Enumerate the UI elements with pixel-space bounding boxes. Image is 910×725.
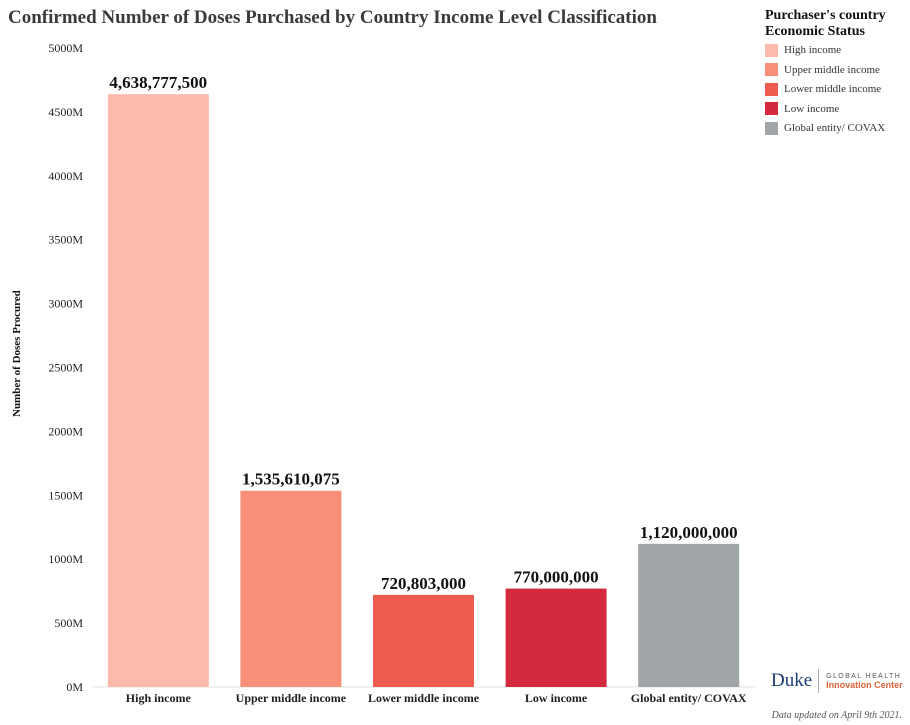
bar: [107, 94, 209, 687]
y-tick-label: 4000M: [48, 169, 83, 183]
y-tick-label: 3000M: [48, 297, 83, 311]
legend-item: Lower middle income: [765, 80, 905, 99]
legend-label: Low income: [784, 102, 840, 115]
legend-item: Low income: [765, 100, 905, 119]
bar: [373, 594, 474, 687]
x-tick-label: Upper middle income: [236, 691, 347, 705]
legend-item: Upper middle income: [765, 61, 905, 80]
x-tick-label: Lower middle income: [368, 691, 480, 705]
y-tick-label: 2000M: [48, 424, 83, 438]
logo-subtitle-line2: Innovation Center: [826, 679, 903, 690]
x-tick-label: High income: [126, 691, 192, 705]
bar-value-label: 1,535,610,075: [242, 470, 340, 489]
y-tick-label: 1500M: [48, 488, 83, 502]
legend-item: High income: [765, 41, 905, 60]
x-axis-ticks: High income Upper middle income Lower midd…: [126, 691, 747, 705]
legend-items: High income Upper middle income Lower midd…: [765, 41, 905, 138]
y-tick-label: 4500M: [48, 105, 83, 119]
logo-subtitle-line1: GLOBAL HEALTH: [826, 672, 902, 680]
logo-divider: [818, 669, 820, 693]
bar-value-label: 770,000,000: [514, 568, 599, 587]
x-tick-label: Low income: [525, 691, 588, 705]
y-tick-label: 500M: [54, 616, 83, 630]
legend-label: Global entity/ COVAX: [784, 122, 886, 135]
legend-item: Global entity/ COVAX: [765, 119, 905, 138]
bar-value-label: 4,638,777,500: [109, 73, 207, 92]
y-tick-label: 0M: [66, 680, 83, 694]
y-tick-label: 2500M: [48, 361, 83, 375]
legend-swatch: [765, 63, 778, 77]
legend-label: Upper middle income: [784, 63, 880, 76]
bars: [107, 94, 740, 687]
legend-label: Lower middle income: [784, 83, 882, 96]
legend-label: High income: [784, 44, 842, 57]
bar-value-label: 720,803,000: [381, 574, 466, 593]
legend-swatch: [765, 43, 778, 57]
bar: [240, 490, 342, 687]
y-tick-label: 5000M: [48, 41, 83, 55]
chart-title: Confirmed Number of Doses Purchased by C…: [8, 7, 657, 28]
data-updated-note: Data updated on April 9th 2021.: [771, 710, 902, 721]
legend-swatch: [765, 121, 778, 135]
bar: [638, 543, 740, 687]
bar-value-label: 1,120,000,000: [640, 523, 738, 542]
legend-swatch: [765, 102, 778, 116]
y-tick-label: 3500M: [48, 233, 83, 247]
y-tick-label: 1000M: [48, 552, 83, 566]
legend: Purchaser's country Economic Status High…: [765, 8, 905, 138]
bar: [505, 588, 607, 687]
legend-title: Purchaser's country Economic Status: [765, 8, 886, 39]
legend-swatch: [765, 82, 778, 96]
logo-wordmark: Duke: [771, 670, 813, 691]
duke-ghic-logo: Duke GLOBAL HEALTH Innovation Center: [771, 669, 903, 693]
logo-subtitle: GLOBAL HEALTH Innovation Center: [826, 673, 903, 690]
x-tick-label: Global entity/ COVAX: [631, 691, 747, 705]
value-labels: 4,638,777,500 1,535,610,075 720,803,000 770…: [109, 73, 737, 593]
